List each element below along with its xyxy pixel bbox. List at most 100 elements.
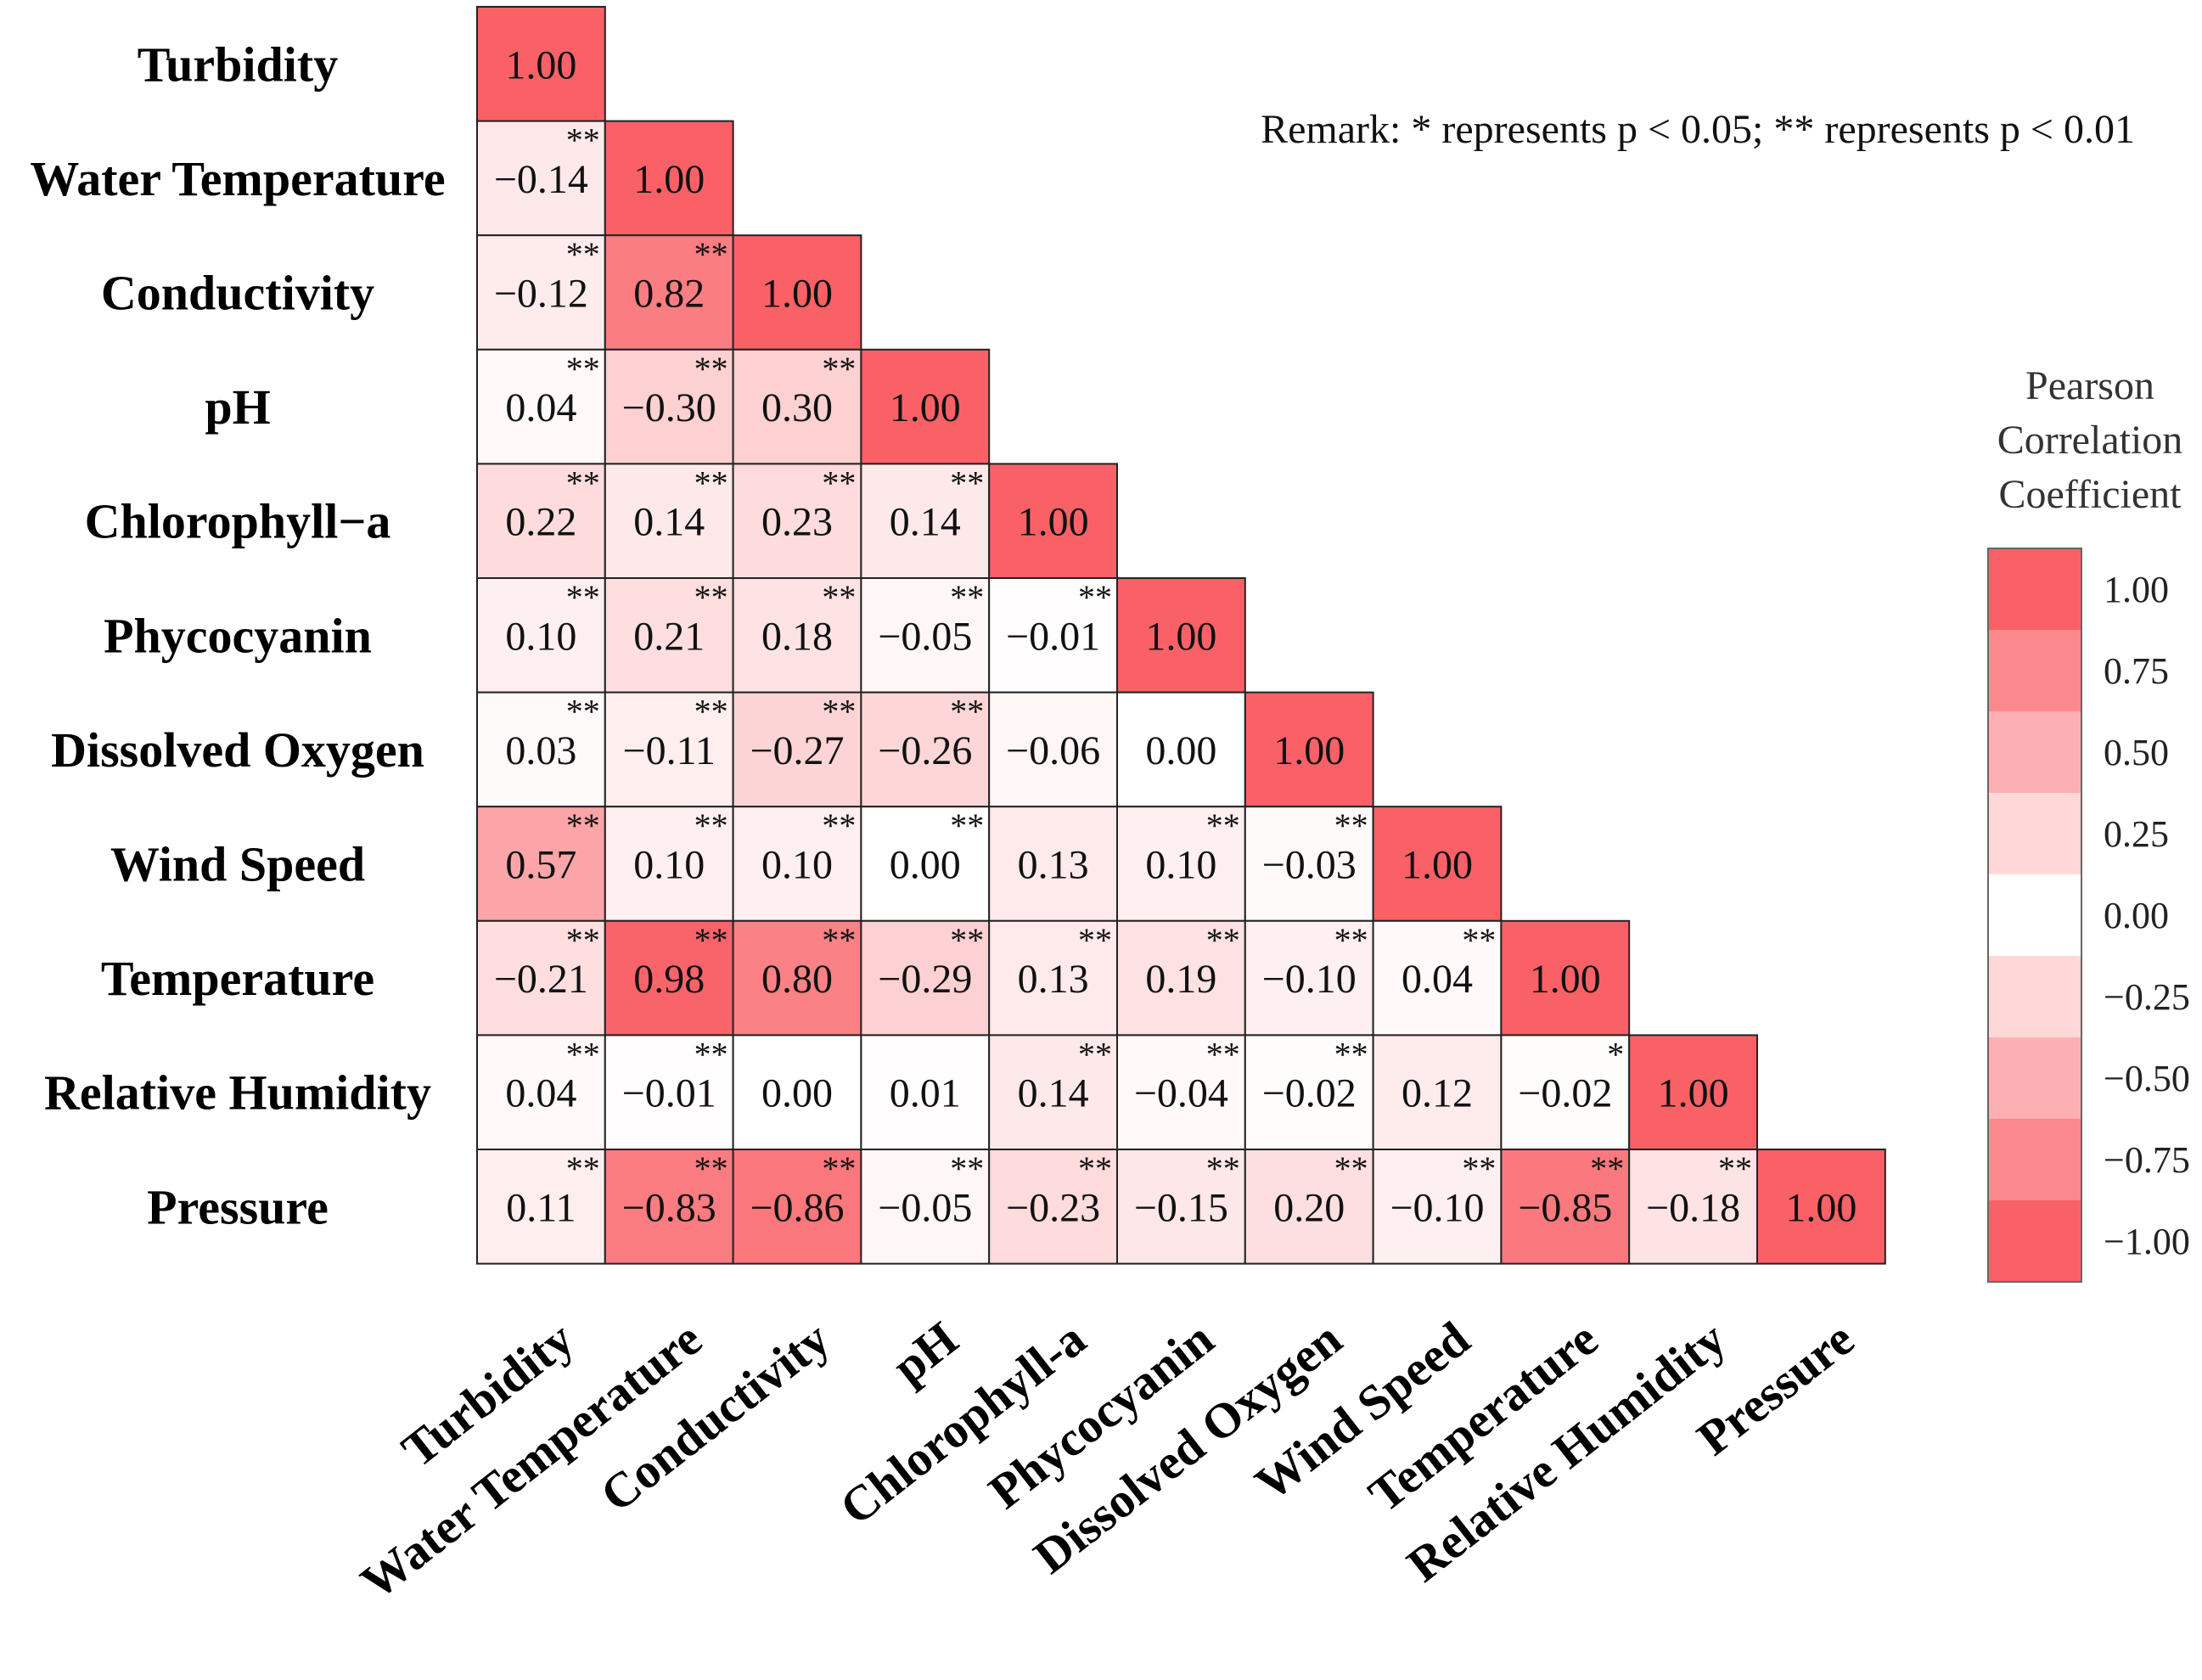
- significance-mark: **: [950, 921, 984, 959]
- cell-value: −0.30: [622, 385, 716, 430]
- cell-value: −0.05: [878, 1185, 972, 1230]
- cell-rect: [988, 1034, 1118, 1151]
- cell-r10-c7: −0.02**: [1244, 1034, 1374, 1151]
- cell-value: 0.00: [1145, 728, 1216, 773]
- significance-mark: **: [566, 235, 600, 273]
- significance-mark: **: [950, 1149, 984, 1188]
- cell-r8-c6: 0.10**: [1116, 806, 1246, 922]
- cell-value: 0.03: [505, 728, 576, 773]
- cell-r10-c3: 0.00: [732, 1034, 862, 1151]
- cell-rect: [732, 577, 862, 694]
- row-label: Dissolved Oxygen: [51, 722, 424, 778]
- cell-value: 0.80: [761, 957, 833, 1002]
- cell-value: −0.14: [494, 157, 588, 202]
- cell-r2-c1: −0.14**: [476, 120, 606, 237]
- significance-mark: **: [1334, 921, 1368, 959]
- cell-r1-c1: 1.00: [476, 6, 606, 122]
- cell-rect: [1372, 1034, 1503, 1151]
- cell-value: −0.10: [1390, 1185, 1484, 1230]
- cell-value: −0.06: [1006, 728, 1100, 773]
- cell-value: −0.10: [1262, 957, 1357, 1002]
- cell-value: 0.10: [761, 843, 833, 888]
- cell-r9-c7: −0.10**: [1244, 919, 1374, 1037]
- cell-value: −0.21: [494, 957, 588, 1002]
- cell-value: −0.02: [1262, 1071, 1357, 1116]
- cell-value: 0.20: [1273, 1185, 1345, 1230]
- cell-rect: [1244, 1149, 1374, 1265]
- legend-title-line: Coefficient: [1998, 472, 2182, 517]
- cell-r6-c5: −0.01**: [988, 577, 1118, 694]
- significance-mark: **: [1078, 578, 1112, 616]
- cell-r4-c3: 0.30**: [732, 348, 862, 465]
- cell-r10-c1: 0.04**: [476, 1034, 606, 1151]
- cell-r6-c3: 0.18**: [732, 577, 862, 694]
- cell-rect: [732, 1149, 862, 1265]
- cell-rect: [1500, 1034, 1631, 1151]
- significance-mark: **: [950, 806, 984, 845]
- legend-swatch: [1988, 1119, 2081, 1201]
- cell-value: 0.14: [633, 500, 705, 545]
- cell-r5-c4: 0.14**: [860, 463, 991, 580]
- cell-r3-c1: −0.12**: [476, 234, 606, 351]
- legend-tick-label: 0.50: [2104, 732, 2169, 773]
- cell-r7-c3: −0.27**: [732, 691, 862, 808]
- cell-r8-c5: 0.13: [988, 806, 1118, 922]
- cell-value: −0.85: [1518, 1185, 1612, 1230]
- cell-r9-c8: 0.04**: [1372, 919, 1503, 1037]
- significance-mark: **: [566, 1035, 600, 1073]
- significance-mark: **: [1206, 1149, 1240, 1188]
- cell-value: −0.03: [1262, 843, 1357, 888]
- cell-value: 1.00: [1658, 1071, 1729, 1116]
- legend-border: [1987, 548, 2082, 1283]
- significance-mark: **: [566, 350, 600, 388]
- cell-r9-c5: 0.13**: [988, 919, 1118, 1037]
- cell-value: 0.04: [1402, 957, 1473, 1002]
- cell-value: −0.04: [1134, 1071, 1228, 1116]
- cell-r11-c7: 0.20**: [1244, 1149, 1374, 1265]
- significance-mark: **: [694, 235, 728, 273]
- cell-value: 0.19: [1145, 957, 1216, 1002]
- cell-rect: [476, 806, 606, 922]
- cell-rect: [1756, 1149, 1886, 1265]
- significance-mark: **: [1078, 1035, 1112, 1073]
- cell-r10-c9: −0.02*: [1500, 1034, 1631, 1151]
- cell-r5-c5: 1.00: [988, 463, 1118, 580]
- cell-r5-c1: 0.22**: [476, 463, 606, 580]
- cell-value: −0.01: [1006, 614, 1100, 659]
- significance-mark: *: [1607, 1035, 1624, 1073]
- legend-tick-label: −1.00: [2104, 1221, 2190, 1262]
- cell-r9-c3: 0.80**: [732, 919, 862, 1037]
- cell-rect: [1244, 691, 1374, 808]
- cell-r9-c6: 0.19**: [1116, 919, 1246, 1037]
- cell-rect: [860, 1034, 991, 1151]
- significance-mark: **: [1334, 1035, 1368, 1073]
- cell-rect: [604, 1034, 734, 1151]
- significance-mark: **: [694, 350, 728, 388]
- cell-value: 0.01: [890, 1071, 961, 1116]
- cell-r7-c5: −0.06: [988, 691, 1118, 808]
- cell-r11-c5: −0.23**: [988, 1149, 1118, 1265]
- legend-tick-label: −0.25: [2104, 976, 2190, 1018]
- cell-r5-c3: 0.23**: [732, 463, 862, 580]
- cell-value: 0.00: [890, 843, 961, 888]
- cell-rect: [1372, 806, 1503, 922]
- cell-rect: [1116, 919, 1246, 1037]
- cell-rect: [476, 1149, 606, 1265]
- cell-rect: [476, 691, 606, 808]
- legend-tick-label: −0.50: [2104, 1058, 2190, 1099]
- cell-value: 1.00: [1018, 500, 1089, 545]
- cell-value: −0.01: [622, 1071, 716, 1116]
- significance-mark: **: [822, 464, 856, 502]
- cell-value: 0.23: [761, 500, 833, 545]
- significance-mark: **: [1590, 1149, 1624, 1188]
- cell-value: 0.30: [761, 385, 833, 430]
- cell-value: −0.27: [750, 728, 844, 773]
- cell-r11-c8: −0.10**: [1372, 1149, 1503, 1265]
- significance-mark: **: [822, 693, 856, 731]
- row-label: Pressure: [147, 1179, 329, 1234]
- cell-rect: [604, 120, 734, 237]
- legend-title-line: Correlation: [1997, 418, 2183, 463]
- cell-value: −0.29: [878, 957, 972, 1002]
- cell-rect: [732, 919, 862, 1037]
- significance-mark: **: [1334, 1149, 1368, 1188]
